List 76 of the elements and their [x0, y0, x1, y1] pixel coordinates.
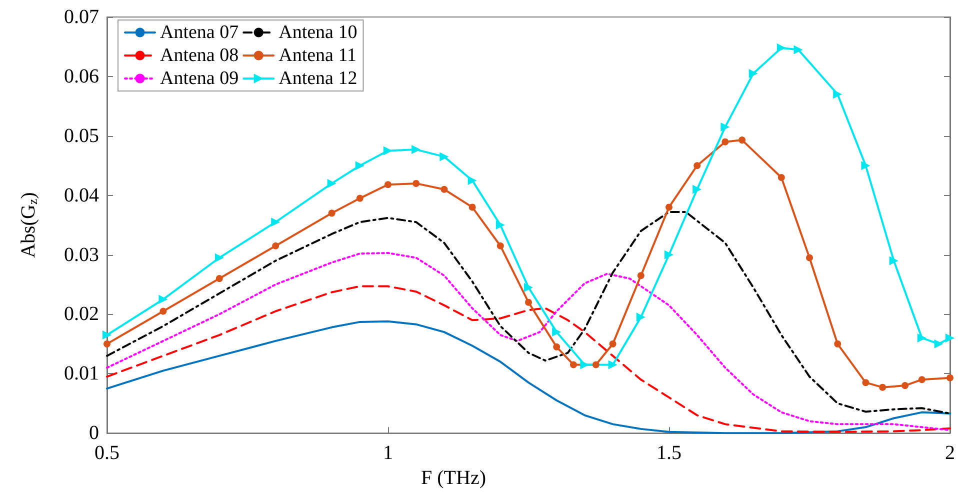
- y-axis-title: Abs(Gz): [18, 192, 40, 258]
- point: [525, 298, 532, 306]
- point: [356, 194, 364, 202]
- point: [592, 361, 600, 368]
- point: [272, 242, 280, 250]
- point: [570, 361, 577, 368]
- x-axis-title: F (THz): [421, 467, 486, 489]
- point: [666, 204, 672, 211]
- point: [440, 186, 448, 193]
- point: [328, 210, 336, 217]
- point: [496, 242, 504, 250]
- point: [778, 174, 785, 181]
- x-tick-label: 1.5: [656, 442, 682, 464]
- point: [694, 162, 701, 170]
- point: [214, 253, 224, 262]
- point: [776, 43, 786, 52]
- x-tick-label: 2: [945, 442, 955, 464]
- point: [384, 181, 392, 188]
- point: [553, 343, 560, 350]
- point: [946, 333, 954, 342]
- point: [917, 333, 926, 342]
- y-tick-label: 0.04: [64, 184, 99, 206]
- y-tick-label: 0.01: [64, 362, 99, 385]
- y-tick-label: 0.06: [64, 65, 99, 88]
- point: [664, 250, 674, 260]
- point: [468, 176, 477, 185]
- point: [722, 138, 729, 146]
- point: [608, 360, 618, 370]
- legend-label: Antena 10: [278, 22, 358, 43]
- x-tick-label: 0.5: [94, 442, 120, 464]
- point: [102, 330, 112, 340]
- point: [552, 328, 562, 337]
- point: [806, 254, 813, 262]
- point: [440, 152, 449, 162]
- point: [271, 218, 280, 227]
- x-tick-label: 1: [383, 442, 393, 464]
- legend-label: Antena 09: [160, 68, 239, 89]
- point: [160, 308, 167, 315]
- point: [862, 379, 870, 386]
- point: [468, 204, 476, 211]
- point: [861, 161, 870, 170]
- point: [738, 136, 746, 144]
- y-tick-label: 0.05: [64, 124, 99, 147]
- legend-label: Antena 12: [278, 68, 358, 89]
- point: [834, 340, 842, 348]
- point: [720, 122, 730, 132]
- point: [496, 220, 505, 230]
- point: [918, 376, 926, 384]
- y-tick-label: 0.03: [64, 244, 99, 266]
- line-series: [106, 252, 951, 432]
- legend-label: Antena 08: [160, 45, 239, 66]
- point: [934, 339, 944, 348]
- point: [692, 184, 702, 194]
- legend-label: Antena 07: [160, 22, 239, 43]
- point: [636, 312, 646, 322]
- point: [524, 282, 533, 292]
- point: [902, 382, 909, 390]
- point: [327, 178, 336, 188]
- point: [609, 340, 616, 348]
- point: [748, 68, 758, 78]
- y-tick-label: 0: [89, 422, 99, 444]
- point: [794, 45, 803, 54]
- y-tick-label: 0.07: [64, 6, 99, 28]
- point: [158, 294, 168, 304]
- point: [879, 384, 886, 391]
- point: [889, 256, 898, 266]
- point: [412, 180, 420, 187]
- legend-label: Antena 11: [278, 45, 357, 66]
- point: [355, 161, 364, 170]
- point: [216, 275, 223, 282]
- point: [637, 272, 644, 280]
- point: [833, 90, 842, 99]
- point: [412, 145, 421, 154]
- point: [104, 340, 110, 348]
- point: [946, 374, 954, 382]
- y-tick-label: 0.02: [64, 303, 99, 326]
